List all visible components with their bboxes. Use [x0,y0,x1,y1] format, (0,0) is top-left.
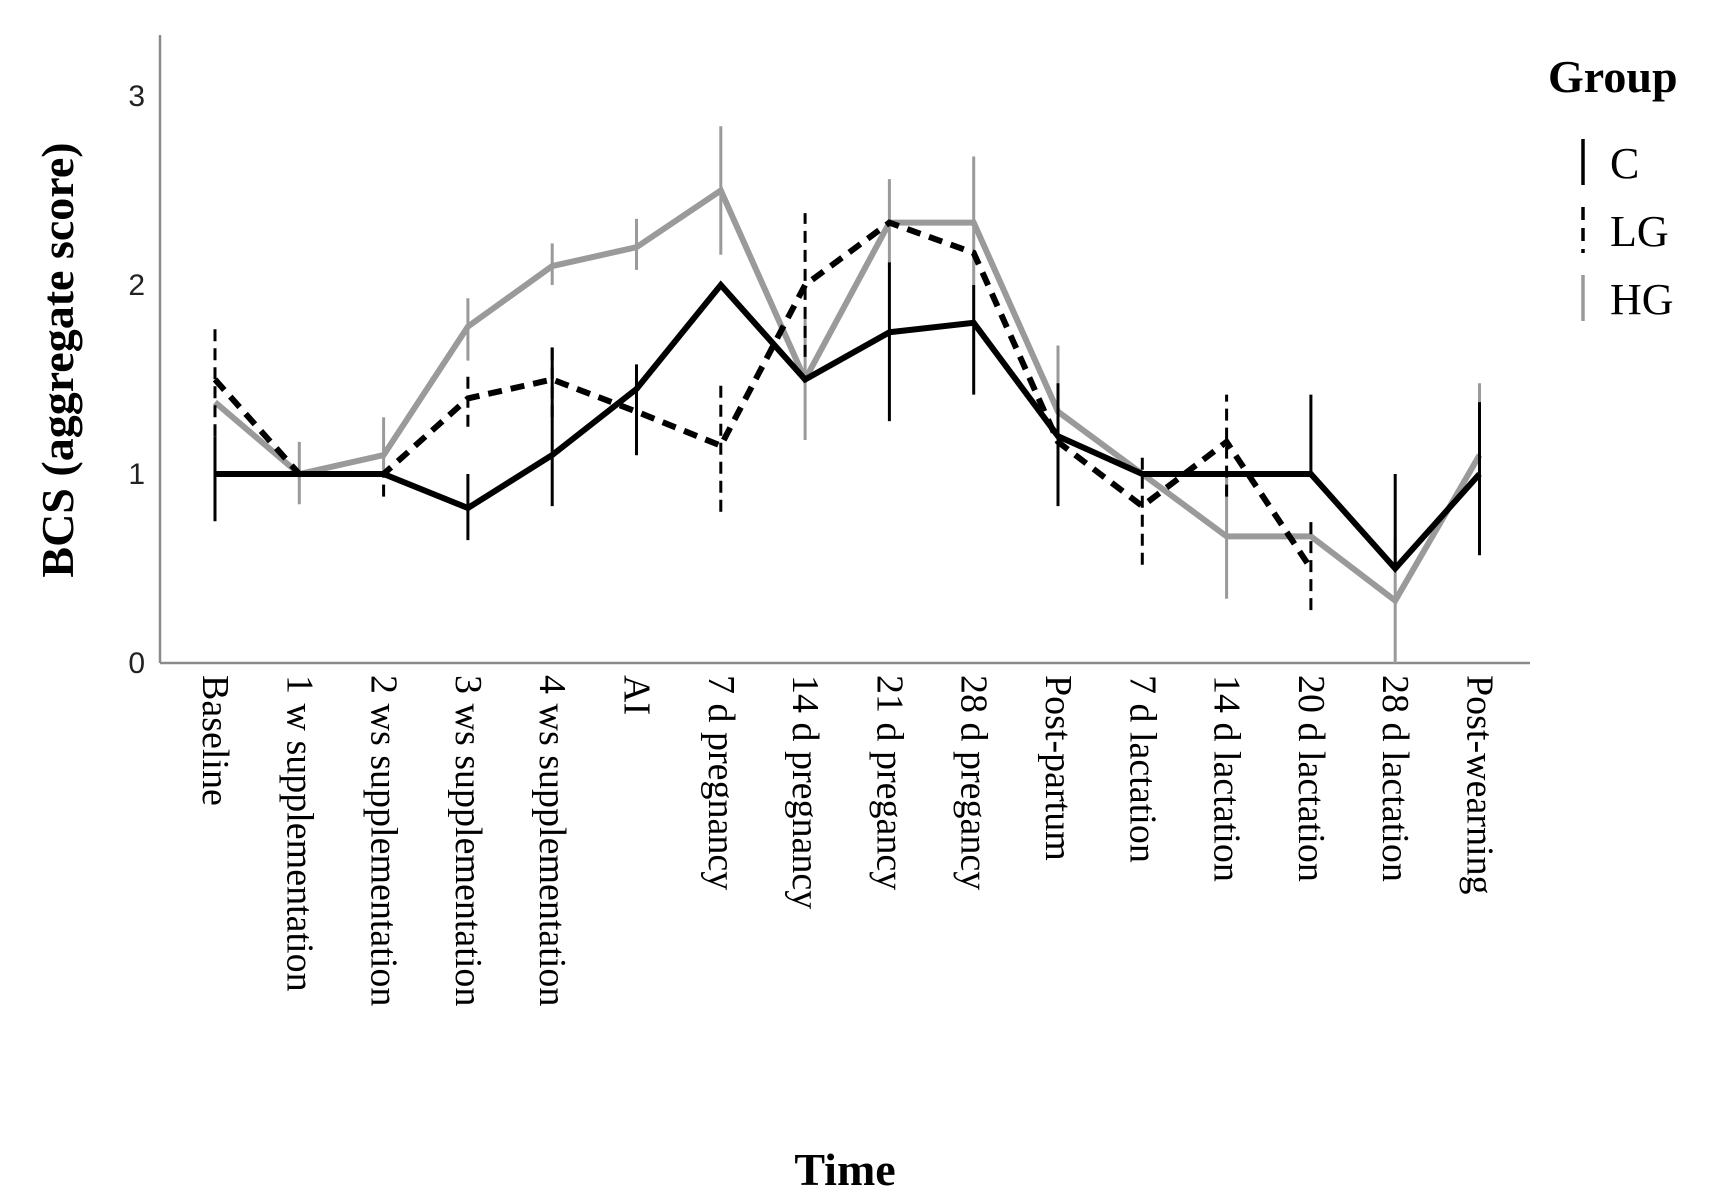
x-tick-label: AI [616,675,658,715]
y-tick-label: 3 [128,80,145,113]
line-LG [212,219,1314,571]
x-tick-label: 28 d pregancy [953,675,995,890]
x-tick-label: 4 ws supplementation [531,675,573,1006]
series-HG [213,126,1483,663]
x-tick-label: 3 ws supplementation [447,675,489,1006]
x-axis-title: Time [794,1144,895,1195]
y-tick-label: 0 [128,647,145,680]
legend: Group C LG HG [1548,51,1678,324]
legend-label-C: C [1610,139,1639,188]
x-tick-label: 28 d lactation [1374,675,1416,882]
legend-label-LG: LG [1610,207,1669,256]
x-tick-labels: Baseline 1 w supplementation 2 ws suppleme… [194,675,1501,1006]
x-tick-label: 7 d lactation [1121,675,1163,863]
y-axis-title: BCS (aggregate score) [32,142,83,577]
x-tick-label: 2 ws supplementation [363,675,405,1006]
x-tick-label: 1 w supplementation [278,675,320,992]
x-tick-label: 21 d pregancy [868,675,910,890]
series-layer [212,126,1483,663]
line-C [215,280,1482,574]
series-C [213,262,1482,574]
y-tick-label: 1 [128,458,145,491]
x-tick-label: Post-partum [1037,675,1079,861]
x-tick-label: 14 d lactation [1206,675,1248,882]
y-tick-label: 2 [128,269,145,302]
legend-items: C LG HG [1581,139,1674,324]
x-tick-label: 20 d lactation [1290,675,1332,882]
series-LG [212,213,1314,611]
legend-title: Group [1548,51,1678,102]
y-tick-labels: 0 1 2 3 [128,80,145,680]
axes [158,35,1530,665]
x-tick-label: 7 d pregnancy [700,675,742,890]
x-tick-label: 14 d pregnancy [784,675,826,909]
x-tick-label: Post-wearning [1459,675,1501,895]
legend-label-HG: HG [1610,275,1674,324]
line-HG [213,186,1483,606]
x-tick-label: Baseline [194,675,236,806]
